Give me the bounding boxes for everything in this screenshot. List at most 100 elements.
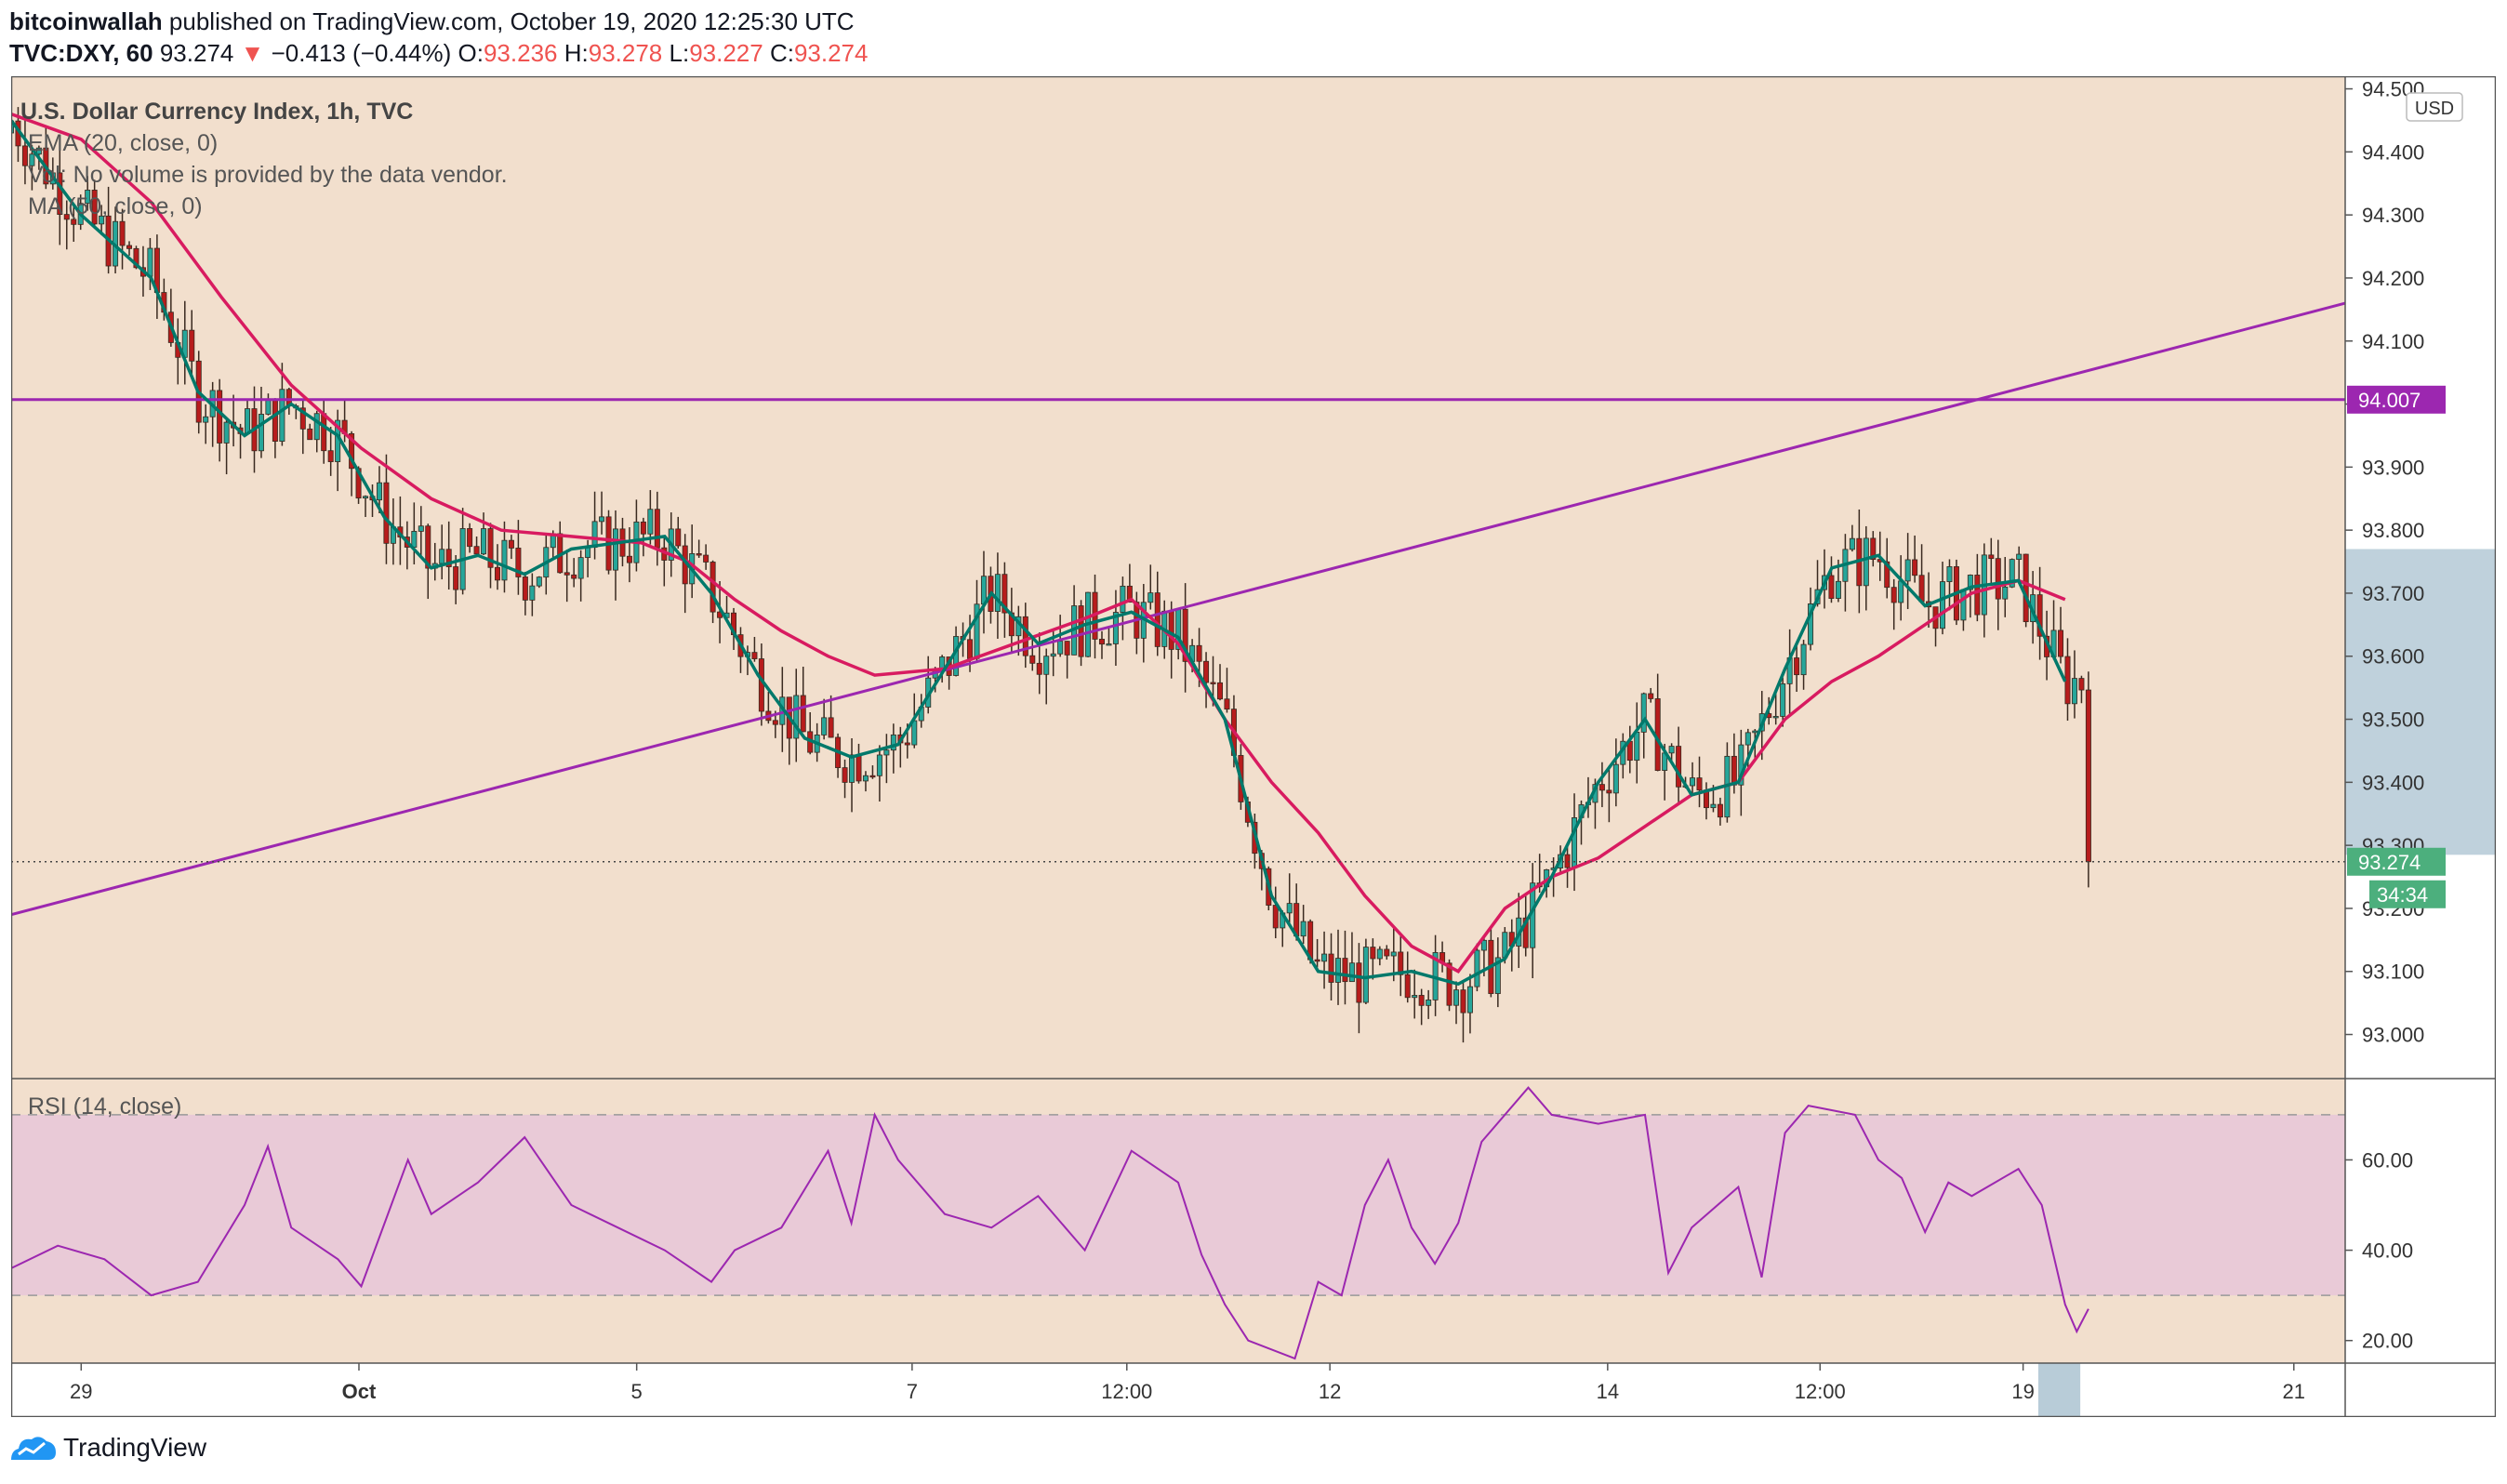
candle[interactable] — [1001, 562, 1008, 638]
candle[interactable] — [29, 145, 35, 191]
candle[interactable] — [703, 544, 710, 570]
candle[interactable] — [1314, 938, 1320, 968]
candle[interactable] — [1808, 587, 1814, 651]
candle[interactable] — [418, 506, 424, 558]
candle[interactable] — [1022, 603, 1028, 669]
candle[interactable] — [119, 208, 126, 270]
candle[interactable] — [1106, 628, 1112, 646]
candle[interactable] — [1426, 989, 1432, 1019]
candle[interactable] — [1640, 692, 1647, 759]
candle[interactable] — [869, 765, 876, 779]
candle[interactable] — [1564, 845, 1571, 888]
candle[interactable] — [1328, 933, 1334, 1000]
chart-area[interactable]: 93.00093.10093.20093.30093.40093.50093.6… — [11, 76, 2496, 1417]
candle[interactable] — [1690, 762, 1696, 794]
candle[interactable] — [223, 419, 230, 475]
candle[interactable] — [1376, 946, 1383, 966]
candle[interactable] — [1794, 644, 1800, 693]
candle[interactable] — [821, 698, 828, 740]
candle[interactable] — [890, 723, 896, 774]
candle[interactable] — [363, 495, 369, 517]
candle[interactable] — [1120, 576, 1126, 641]
candle[interactable] — [1064, 641, 1070, 679]
candle[interactable] — [2071, 650, 2077, 719]
candle[interactable] — [2058, 606, 2064, 664]
candle[interactable] — [2036, 566, 2043, 660]
candle[interactable] — [1216, 664, 1223, 701]
currency-button[interactable]: USD — [2406, 92, 2463, 122]
candle[interactable] — [1696, 756, 1703, 808]
candle[interactable] — [1598, 762, 1605, 808]
candle[interactable] — [1884, 537, 1890, 599]
candle[interactable] — [279, 363, 285, 446]
candle[interactable] — [828, 695, 834, 738]
candle[interactable] — [876, 745, 882, 802]
candle[interactable] — [1286, 873, 1293, 926]
candle[interactable] — [1890, 578, 1897, 630]
tradingview-logo-icon[interactable] — [9, 1432, 58, 1464]
candle[interactable] — [1384, 945, 1390, 961]
candle[interactable] — [487, 523, 494, 589]
candle[interactable] — [1849, 524, 1855, 552]
candle[interactable] — [1780, 677, 1786, 727]
candle[interactable] — [1606, 765, 1612, 823]
candle[interactable] — [564, 550, 570, 603]
candle[interactable] — [994, 552, 1001, 639]
candle[interactable] — [1362, 938, 1369, 1005]
candle[interactable] — [1348, 932, 1355, 983]
candle[interactable] — [647, 490, 654, 545]
candle[interactable] — [862, 771, 869, 792]
candle[interactable] — [696, 539, 702, 558]
candle[interactable] — [1946, 559, 1953, 611]
candle[interactable] — [571, 558, 577, 588]
candle[interactable] — [1203, 652, 1210, 709]
candle[interactable] — [501, 521, 508, 593]
candle[interactable] — [473, 537, 480, 555]
candle[interactable] — [299, 398, 306, 455]
candle[interactable] — [481, 512, 487, 555]
candle[interactable] — [1648, 687, 1654, 703]
candle[interactable] — [522, 571, 528, 616]
candle[interactable] — [217, 378, 223, 462]
candle[interactable] — [1390, 926, 1397, 982]
candle[interactable] — [1043, 648, 1050, 705]
candle[interactable] — [445, 521, 452, 590]
candle[interactable] — [1126, 563, 1133, 603]
candle[interactable] — [1300, 905, 1307, 945]
candle[interactable] — [1321, 931, 1328, 989]
candle[interactable] — [21, 118, 28, 185]
candle[interactable] — [1182, 583, 1188, 693]
currency-box[interactable] — [2406, 92, 2463, 122]
candle[interactable] — [1904, 533, 1911, 610]
candle[interactable] — [626, 527, 632, 583]
author-name[interactable]: bitcoinwallah — [9, 7, 163, 35]
candle[interactable] — [2078, 675, 2085, 704]
candle[interactable] — [1098, 630, 1105, 659]
candle[interactable] — [1460, 982, 1466, 1043]
candle[interactable] — [203, 404, 209, 444]
candle[interactable] — [1370, 938, 1376, 980]
candle[interactable] — [85, 176, 91, 211]
candle[interactable] — [2016, 546, 2023, 584]
candle[interactable] — [494, 544, 500, 590]
candle[interactable] — [599, 491, 605, 535]
time-axis[interactable]: 29 Oct 5 7 12:00 12 14 12:00 19 21 — [70, 1363, 2305, 1403]
candle[interactable] — [536, 576, 542, 589]
symbol-label[interactable]: TVC:DXY, 60 — [9, 39, 153, 67]
candle[interactable] — [453, 555, 459, 604]
candle[interactable] — [675, 516, 682, 549]
candle[interactable] — [1342, 930, 1348, 1005]
candle[interactable] — [1988, 537, 1995, 586]
candle[interactable] — [71, 205, 77, 243]
rsi-axis[interactable]: 20.00 40.00 60.00 — [2345, 1148, 2413, 1353]
trendline[interactable] — [11, 301, 2346, 917]
candle[interactable] — [349, 431, 355, 497]
candle[interactable] — [793, 669, 800, 762]
candle[interactable] — [1870, 531, 1877, 567]
candle[interactable] — [849, 738, 856, 813]
candle[interactable] — [508, 535, 514, 560]
candle[interactable] — [126, 241, 133, 256]
candle[interactable] — [1418, 988, 1425, 1026]
candle[interactable] — [800, 667, 806, 733]
candle[interactable] — [1717, 797, 1723, 826]
